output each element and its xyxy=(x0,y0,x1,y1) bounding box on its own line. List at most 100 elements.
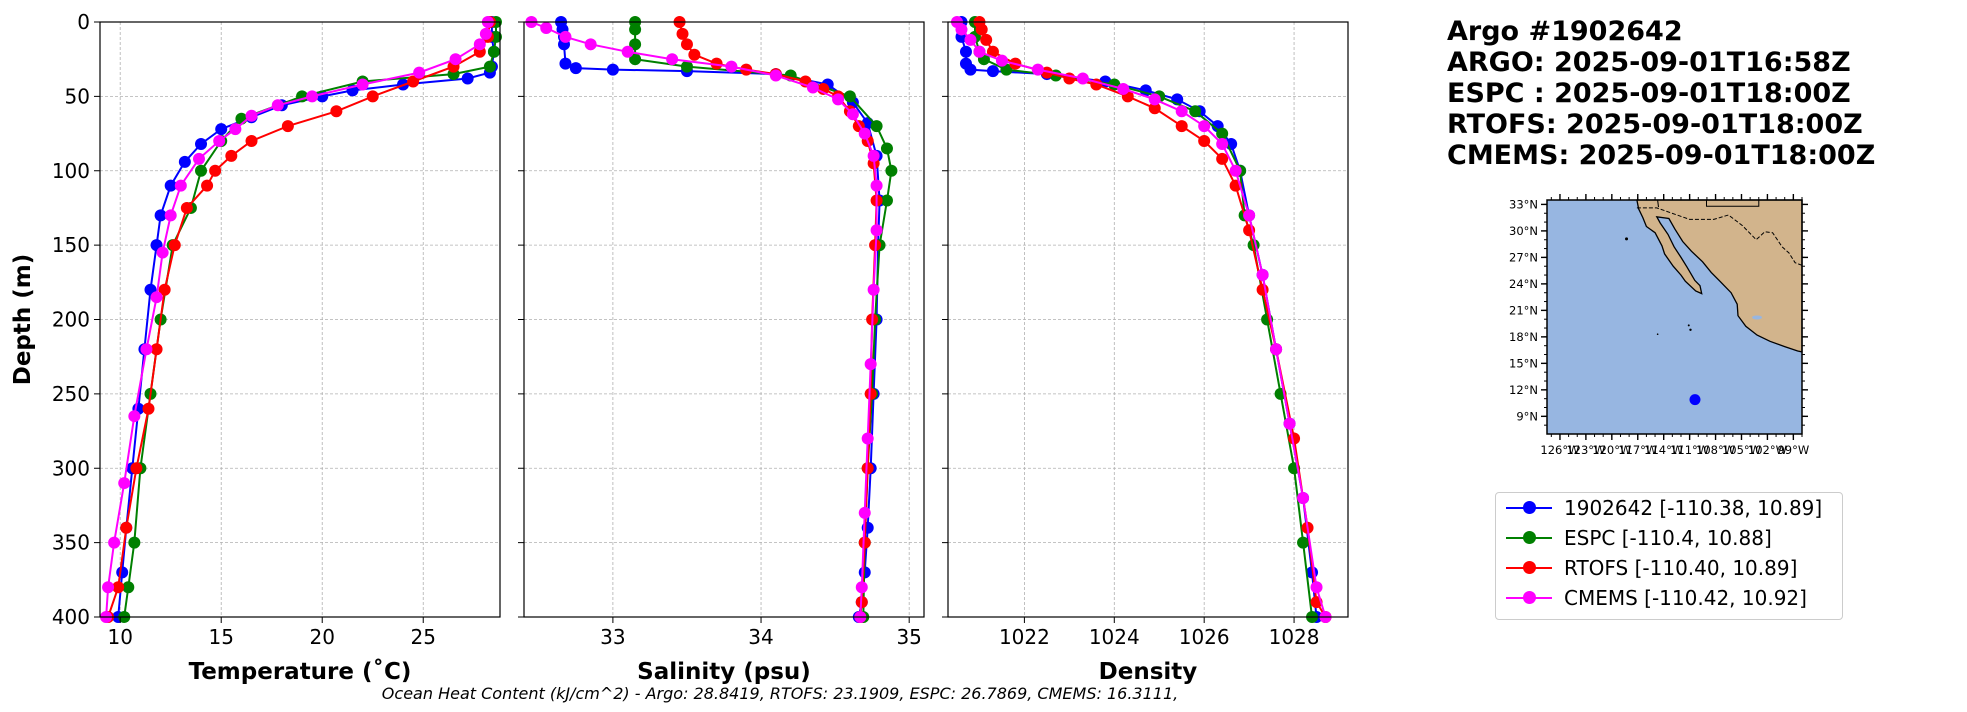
point-rtofs xyxy=(158,283,171,296)
legend: 1902642 [-110.38, 10.89] ESPC [-110.4, 1… xyxy=(1495,492,1843,620)
point-espc xyxy=(629,38,642,51)
point-espc xyxy=(843,90,856,103)
point-espc xyxy=(1216,127,1229,140)
lon-label: 105°W xyxy=(1722,443,1761,457)
point-cmems xyxy=(128,410,141,423)
point-cmems xyxy=(108,536,121,549)
point-1902642 xyxy=(959,45,972,58)
point-cmems xyxy=(213,135,226,147)
legend-marker-rtofs xyxy=(1504,553,1554,583)
x-tick-label: 1024 xyxy=(1089,625,1140,649)
point-cmems xyxy=(995,54,1008,67)
x-axis-label: Temperature (˚C) xyxy=(189,658,412,685)
point-rtofs xyxy=(861,462,874,475)
point-cmems xyxy=(1216,137,1229,150)
point-cmems xyxy=(1076,72,1089,85)
x-tick-label: 1022 xyxy=(999,625,1050,649)
point-cmems xyxy=(118,477,131,490)
point-rtofs xyxy=(676,27,689,40)
lon-label: 123°W xyxy=(1566,443,1605,457)
point-cmems xyxy=(245,109,258,122)
float-id-title: Argo #1902642 xyxy=(1447,16,1683,47)
argo-time: ARGO: 2025-09-01T16:58Z xyxy=(1447,47,1851,78)
point-espc xyxy=(870,120,883,133)
point-cmems xyxy=(174,179,187,192)
point-cmems xyxy=(1283,417,1296,430)
point-cmems xyxy=(806,81,819,94)
legend-entry-cmems: CMEMS [-110.42, 10.92] xyxy=(1504,583,1807,613)
point-cmems xyxy=(479,27,492,40)
point-cmems xyxy=(473,38,486,51)
map-frame xyxy=(1546,199,1803,435)
point-rtofs xyxy=(858,536,871,549)
lon-label: 117°W xyxy=(1618,443,1657,457)
point-cmems xyxy=(140,343,153,356)
lon-label: 111°W xyxy=(1670,443,1709,457)
point-cmems xyxy=(356,78,369,91)
y-tick-label: 150 xyxy=(52,233,90,257)
point-cmems xyxy=(864,358,877,371)
density-panel: 1022 1024 1026 1028 Density xyxy=(942,16,1349,685)
point-espc xyxy=(680,60,693,73)
lat-label: 21°N xyxy=(1509,303,1538,317)
point-rtofs xyxy=(130,462,143,475)
point-cmems xyxy=(861,432,874,445)
point-cmems xyxy=(584,38,597,51)
y-axis-label: Depth (m) xyxy=(10,254,36,386)
point-cmems xyxy=(870,179,883,192)
point-1902642 xyxy=(178,155,191,168)
x-tick-label: 15 xyxy=(208,625,233,649)
legend-entry-espc: ESPC [-110.4, 10.88] xyxy=(1504,523,1772,553)
point-1902642 xyxy=(154,209,167,222)
point-cmems xyxy=(867,149,880,162)
legend-label: 1902642 [-110.38, 10.89] xyxy=(1564,496,1823,520)
point-rtofs xyxy=(225,149,238,162)
point-rtofs xyxy=(407,75,420,88)
point-rtofs xyxy=(975,23,988,36)
point-1902642 xyxy=(116,566,129,579)
point-espc xyxy=(1000,63,1013,76)
point-1902642 xyxy=(559,57,572,70)
x-tick-label: 1026 xyxy=(1179,625,1230,649)
point-1902642 xyxy=(164,179,177,192)
cmems-time: CMEMS: 2025-09-01T18:00Z xyxy=(1447,140,1876,171)
point-rtofs xyxy=(1198,135,1211,147)
point-cmems xyxy=(855,581,868,594)
point-rtofs xyxy=(281,120,294,133)
land xyxy=(1636,199,1803,353)
lat-label: 33°N xyxy=(1509,197,1538,211)
series-line-cmems xyxy=(956,21,1327,618)
lon-label: 120°W xyxy=(1592,443,1631,457)
point-cmems xyxy=(1198,120,1211,133)
y-tick-label: 400 xyxy=(52,605,90,629)
state-border xyxy=(1657,199,1659,208)
lat-label: 9°N xyxy=(1516,409,1538,423)
lon-label: 114°W xyxy=(1644,443,1683,457)
point-cmems xyxy=(449,53,462,66)
point-cmems xyxy=(1310,581,1323,594)
point-1902642 xyxy=(606,63,619,76)
point-rtofs xyxy=(150,343,163,356)
point-espc xyxy=(880,194,893,207)
x-tick-label: 25 xyxy=(411,625,436,649)
point-cmems xyxy=(955,23,968,36)
salinity-panel: 33 34 35 Salinity (psu) xyxy=(518,16,925,685)
island xyxy=(1689,328,1692,332)
point-cmems xyxy=(858,506,871,519)
lat-label: 15°N xyxy=(1509,356,1538,370)
legend-label: RTOFS [-110.40, 10.89] xyxy=(1564,556,1798,580)
point-rtofs xyxy=(1175,120,1188,133)
point-rtofs xyxy=(680,38,693,51)
legend-entry-argo: 1902642 [-110.38, 10.89] xyxy=(1504,493,1822,523)
point-1902642 xyxy=(986,65,999,78)
point-cmems xyxy=(192,152,205,165)
point-cmems xyxy=(769,69,782,82)
point-rtofs xyxy=(1216,152,1229,165)
point-cmems xyxy=(725,60,738,73)
point-cmems xyxy=(1175,105,1188,118)
island xyxy=(1625,237,1629,241)
y-tick-label: 50 xyxy=(65,84,90,108)
point-espc xyxy=(195,164,208,177)
point-cmems xyxy=(1297,492,1310,504)
